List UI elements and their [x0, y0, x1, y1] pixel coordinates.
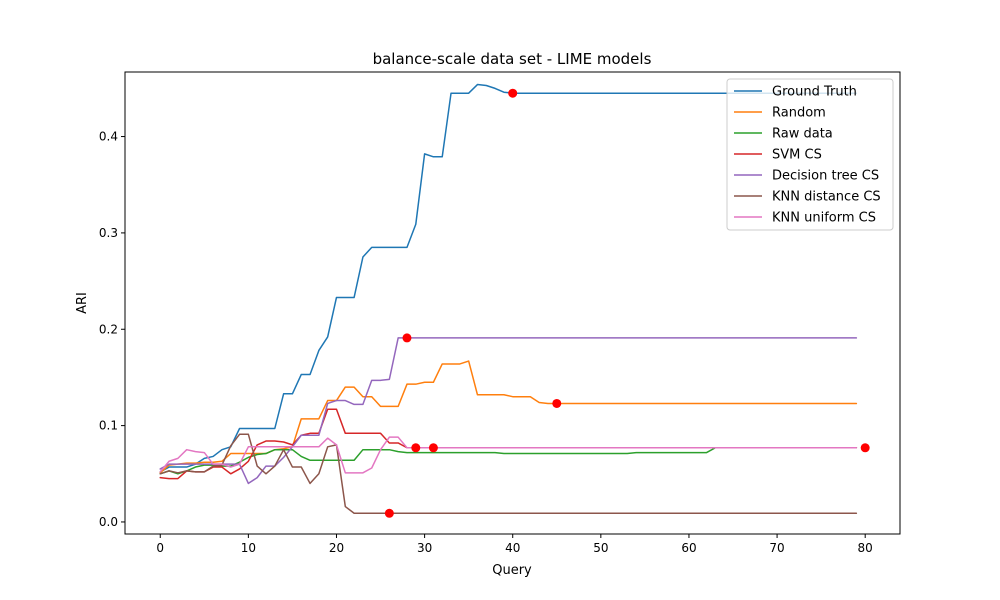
plot-area: [159, 83, 870, 518]
y-axis-label: ARI: [75, 292, 90, 314]
series-line-2: [159, 447, 858, 475]
stop-point-marker-2: [860, 443, 870, 453]
x-tick-label: 60: [681, 541, 696, 555]
x-tick-label: 10: [241, 541, 256, 555]
series-line-4: [159, 337, 858, 485]
x-tick-label: 0: [156, 541, 164, 555]
y-tick-label: 0.2: [99, 322, 118, 336]
x-tick-label: 50: [593, 541, 608, 555]
legend: Ground Truth Random Raw data SVM CS Decision…: [726, 78, 894, 231]
legend-entry: Raw data: [772, 127, 833, 142]
legend-entry: Decision tree CS: [772, 169, 879, 184]
series-line-5: [159, 433, 858, 515]
x-tick-label: 70: [769, 541, 784, 555]
legend-entry: SVM CS: [772, 148, 822, 163]
y-axis: 0.0 0.1 0.2 0.3 0.4: [99, 130, 125, 529]
stop-point-marker-0: [508, 88, 518, 98]
stop-point-marker-6: [411, 443, 421, 453]
stop-point-marker-4: [402, 333, 412, 343]
stop-point-marker-3: [428, 443, 438, 453]
x-tick-label: 80: [858, 541, 873, 555]
legend-entry: KNN distance CS: [772, 190, 881, 205]
y-tick-label: 0.3: [99, 226, 118, 240]
legend-entry: KNN uniform CS: [772, 211, 876, 226]
legend-box: [726, 78, 894, 231]
y-tick-label: 0.0: [99, 515, 118, 529]
x-tick-label: 20: [329, 541, 344, 555]
x-axis-label: Query: [492, 563, 532, 578]
series-line-1: [159, 360, 858, 474]
x-tick-label: 30: [417, 541, 432, 555]
stop-point-marker-1: [552, 398, 562, 408]
y-tick-label: 0.1: [99, 419, 118, 433]
stop-point-marker-5: [384, 508, 394, 518]
series-line-6: [159, 436, 858, 474]
chart-title: balance-scale data set - LIME models: [373, 50, 652, 68]
x-tick-label: 40: [505, 541, 520, 555]
legend-entry: Ground Truth: [772, 85, 857, 100]
y-tick-label: 0.4: [99, 130, 118, 144]
x-axis: 0 10 20 30 40 50 60 70 80: [156, 534, 873, 555]
legend-entry: Random: [772, 106, 826, 121]
